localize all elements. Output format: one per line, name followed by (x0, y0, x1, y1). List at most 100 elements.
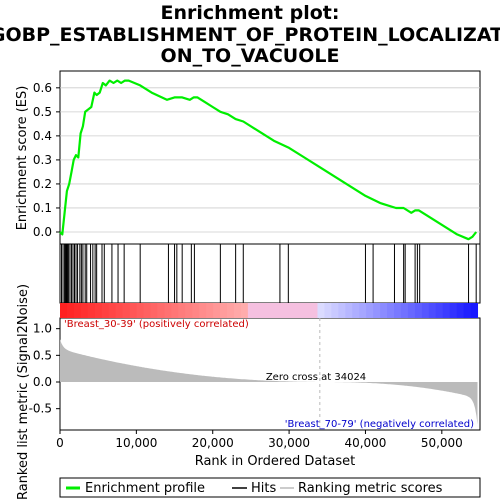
rank-color-segment (73, 303, 82, 318)
rank-color-segment (435, 303, 444, 318)
legend-box (59, 477, 481, 498)
rank-color-segment (164, 303, 172, 318)
x-tick-label: 0 (56, 436, 64, 450)
rank-color-segment (296, 303, 305, 318)
rank-color-segment (387, 303, 395, 318)
es-panel-frame (59, 70, 481, 245)
rank-color-segment (101, 303, 110, 318)
es-y-tick-label: 0.6 (33, 81, 52, 95)
rank-color-segment (317, 303, 325, 318)
rank-color-segment (268, 303, 277, 318)
rank-color-segment (108, 303, 117, 318)
rank-y-axis-label: Ranked list metric (Signal2Noise) (16, 284, 31, 500)
negative-correlation-label: 'Breast_70-79' (negatively correlated) (285, 419, 474, 430)
es-y-tick-label: 0.1 (33, 201, 52, 215)
x-tick-label: 40,000 (344, 436, 386, 450)
es-gridlines (60, 87, 480, 233)
rank-color-segment (400, 303, 409, 318)
rank-color-segment (414, 303, 423, 318)
chart-title-line-2: GOBP_ESTABLISHMENT_OF_PROTEIN_LOCALIZATI (0, 24, 500, 46)
ranking-metric-area (60, 339, 478, 425)
x-tick-label: 20,000 (192, 436, 234, 450)
rank-color-segment (421, 303, 430, 318)
rank-color-segment (171, 303, 179, 318)
rank-y-tick-label: -0.5 (29, 402, 52, 416)
rank-color-segment (129, 303, 138, 318)
rank-color-segment (470, 303, 479, 318)
rank-color-segment (80, 303, 89, 318)
enrichment-profile-line (59, 79, 478, 241)
rank-color-segment (220, 303, 228, 318)
rank-color-segment (60, 303, 68, 318)
rank-color-segment (199, 303, 207, 318)
rank-y-tick-label: 0.0 (33, 375, 52, 389)
es-y-tick-label: 0.0 (33, 225, 52, 239)
rank-color-segment (150, 303, 158, 318)
chart-title-line-1: Enrichment plot: (161, 2, 340, 24)
rank-color-segment (345, 303, 353, 318)
rank-color-segment (87, 303, 96, 318)
rank-color-segment (303, 303, 312, 318)
rank-color-segment (282, 303, 291, 318)
rank-color-segment (359, 303, 367, 318)
rank-color-segment (394, 303, 402, 318)
rank-color-segment (227, 303, 235, 318)
legend-ranking-label: Ranking metric scores (298, 481, 443, 496)
rank-color-segment (338, 303, 346, 318)
es-y-tick-label: 0.2 (33, 177, 52, 191)
es-y-tick-label: 0.5 (33, 105, 52, 119)
rank-color-segment (449, 303, 458, 318)
x-tick-label: 50,000 (421, 436, 463, 450)
x-tick-label: 30,000 (268, 436, 310, 450)
rank-color-segment (206, 303, 214, 318)
rank-color-segment (407, 303, 416, 318)
rank-y-ticks: 1.0 0.5 0.0 -0.5 (29, 322, 60, 416)
rank-color-segment (331, 303, 339, 318)
rank-color-bar (60, 303, 479, 318)
rank-color-segment (254, 303, 263, 318)
rank-color-segment (310, 303, 318, 318)
es-y-tick-label: 0.4 (33, 129, 52, 143)
rank-color-segment (247, 303, 256, 318)
rank-color-segment (94, 303, 103, 318)
rank-color-segment (456, 303, 465, 318)
x-tick-label: 10,000 (115, 436, 157, 450)
rank-color-segment (233, 303, 242, 318)
rank-y-tick-label: 1.0 (33, 322, 52, 336)
rank-color-segment (240, 303, 249, 318)
rank-color-segment (261, 303, 270, 318)
rank-color-segment (289, 303, 298, 318)
es-y-axis-label: Enrichment score (ES) (15, 86, 30, 231)
rank-color-segment (352, 303, 360, 318)
rank-color-segment (275, 303, 284, 318)
rank-color-segment (185, 303, 193, 318)
rank-color-segment (380, 303, 388, 318)
x-axis-label: Rank in Ordered Dataset (195, 454, 356, 469)
rank-color-segment (136, 303, 145, 318)
positive-correlation-label: 'Breast_30-39' (positively correlated) (64, 319, 249, 330)
rank-color-segment (463, 303, 472, 318)
rank-color-segment (366, 303, 374, 318)
es-y-ticks: 0.0 0.1 0.2 0.3 0.4 0.5 0.6 (33, 81, 60, 239)
rank-color-segment (178, 303, 186, 318)
es-y-tick-label: 0.3 (33, 153, 52, 167)
legend-enrichment-label: Enrichment profile (85, 481, 205, 496)
hits-group (61, 244, 477, 303)
enrichment-profile-group (59, 79, 478, 241)
rank-color-segment (66, 303, 75, 318)
rank-color-segment (213, 303, 221, 318)
rank-color-segment (324, 303, 332, 318)
rank-color-segment (192, 303, 200, 318)
legend-hits-label: Hits (251, 481, 276, 496)
rank-color-segment (143, 303, 151, 318)
rank-y-tick-label: 0.5 (33, 348, 52, 362)
rank-color-segment (157, 303, 165, 318)
x-ticks: 0 10,000 20,000 30,000 40,000 50,000 (56, 430, 463, 450)
ranking-metric-group (60, 318, 478, 430)
rank-color-segment (442, 303, 451, 318)
rank-color-segment (122, 303, 131, 318)
rank-color-segment (373, 303, 381, 318)
zero-cross-label: Zero cross at 34024 (266, 372, 366, 383)
chart-title-line-3: ON_TO_VACUOLE (161, 45, 340, 67)
